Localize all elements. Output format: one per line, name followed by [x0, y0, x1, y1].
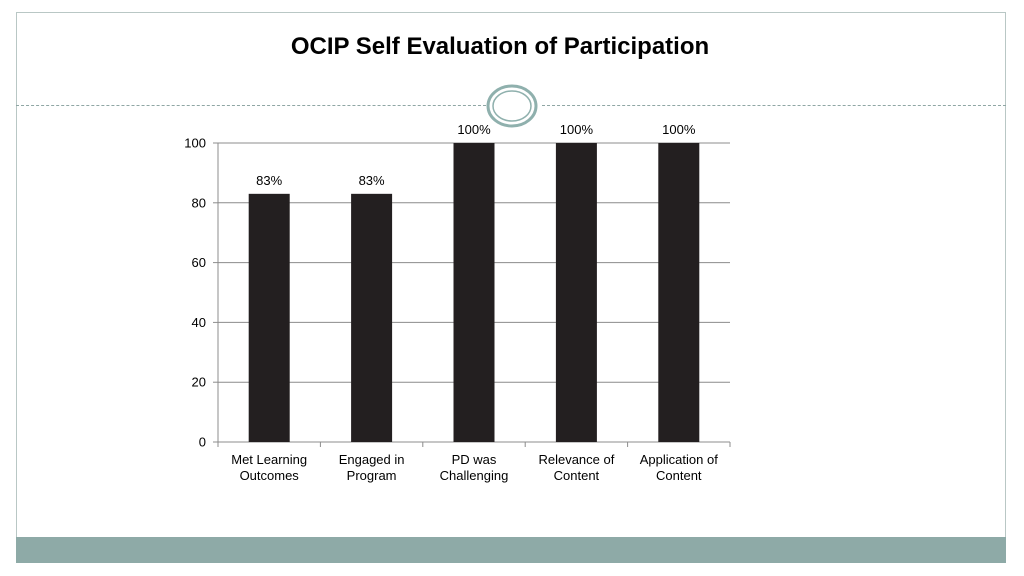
slide-title: OCIP Self Evaluation of Participation — [290, 33, 710, 60]
x-category-label: Challenging — [440, 468, 509, 483]
data-label: 83% — [256, 173, 282, 188]
y-tick-label: 0 — [199, 435, 206, 450]
bar — [248, 193, 290, 442]
y-tick-label: 60 — [192, 255, 206, 270]
x-category-label: Met Learning — [231, 452, 307, 467]
x-category-label: Content — [656, 468, 702, 483]
x-category-label: Program — [347, 468, 397, 483]
title-divider-right — [542, 105, 1006, 106]
data-label: 100% — [457, 122, 491, 137]
data-label: 100% — [560, 122, 594, 137]
data-label: 83% — [359, 173, 385, 188]
bar — [453, 143, 495, 442]
data-label: 100% — [662, 122, 696, 137]
y-tick-label: 80 — [192, 195, 206, 210]
x-category-label: Application of — [640, 452, 718, 467]
x-category-label: Relevance of — [538, 452, 614, 467]
x-category-label: PD was — [452, 452, 497, 467]
ring-ornament — [486, 84, 538, 128]
footer-band — [16, 537, 1006, 563]
y-tick-label: 20 — [192, 375, 206, 390]
y-tick-label: 40 — [192, 315, 206, 330]
bar — [555, 143, 597, 442]
title-divider-left — [16, 105, 486, 106]
x-category-label: Content — [554, 468, 600, 483]
x-category-label: Engaged in — [339, 452, 405, 467]
y-tick-label: 100 — [184, 136, 206, 151]
bar — [351, 193, 393, 442]
bar — [658, 143, 700, 442]
x-category-label: Outcomes — [240, 468, 300, 483]
